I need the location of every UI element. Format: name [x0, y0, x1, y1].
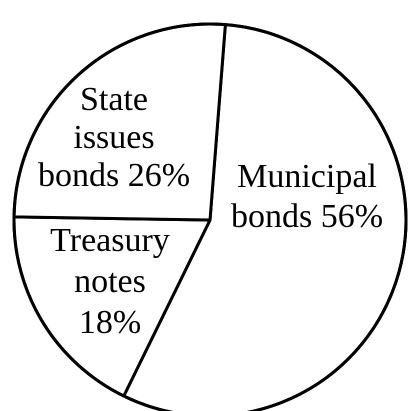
- slice-label-line: 18%: [79, 304, 141, 341]
- slices-layer: [12, 22, 408, 411]
- labels-layer: Municipal bonds 56% Treasury notes 18% State i…: [38, 81, 383, 341]
- slice-label-treasury-notes: Treasury notes 18%: [50, 222, 170, 341]
- slice-label-line: Treasury: [50, 222, 170, 259]
- slice-label-state-issues-bonds: State issues bonds 26%: [38, 81, 190, 194]
- pie-outline: [12, 22, 408, 411]
- slice-label-line: State: [80, 81, 148, 118]
- slice-label-line: notes: [74, 263, 146, 300]
- slice-label-line: issues: [73, 119, 154, 156]
- slice-label-municipal-bonds: Municipal bonds 56%: [231, 158, 383, 235]
- slice-label-line: Municipal: [237, 158, 377, 195]
- slice-label-line: bonds 26%: [38, 157, 190, 194]
- slice-label-line: bonds 56%: [231, 198, 383, 235]
